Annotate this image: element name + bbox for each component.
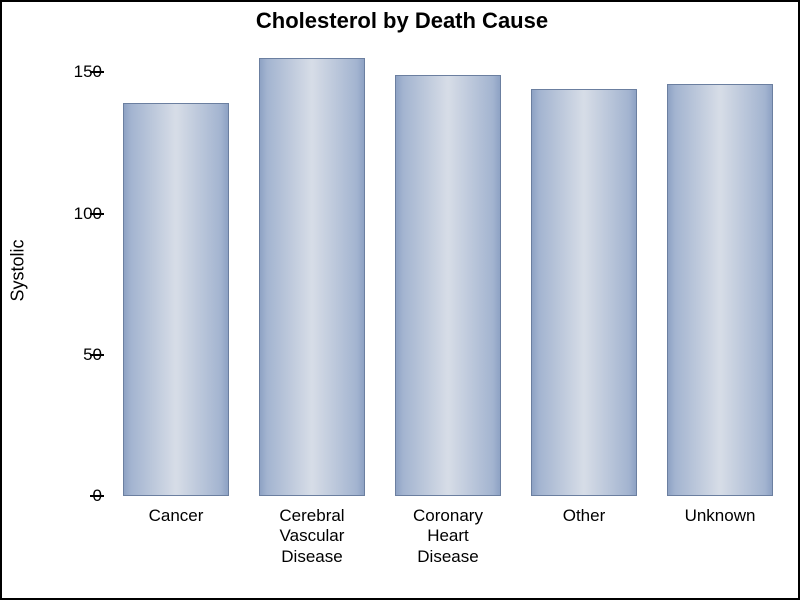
y-axis-label-container: Systolic (4, 44, 32, 496)
chart-frame: Cholesterol by Death Cause Systolic 0501… (0, 0, 800, 600)
x-tick-label-line: Unknown (685, 506, 756, 525)
x-tick-label-line: Other (563, 506, 606, 525)
y-tick-mark (90, 354, 104, 356)
x-tick-label: Other (516, 496, 652, 526)
bar (667, 84, 773, 496)
chart-title: Cholesterol by Death Cause (2, 8, 800, 34)
bar (531, 89, 637, 496)
x-tick-label-line: Heart (427, 526, 469, 545)
bar (395, 75, 501, 496)
x-tick-label: Unknown (652, 496, 788, 526)
x-tick-label-line: Coronary (413, 506, 483, 525)
y-tick-mark (90, 495, 104, 497)
bar (123, 103, 229, 496)
x-tick-label-line: Cancer (149, 506, 204, 525)
x-tick-label: Cancer (108, 496, 244, 526)
y-tick-mark (90, 71, 104, 73)
y-axis-label: Systolic (8, 239, 29, 301)
bar (259, 58, 365, 496)
x-tick-label-line: Disease (281, 547, 342, 566)
x-tick-label: CoronaryHeart Disease (380, 496, 516, 567)
x-tick-label-line: Disease (417, 547, 478, 566)
x-tick-label-line: Cerebral (279, 506, 344, 525)
x-tick-label: CerebralVascular Disease (244, 496, 380, 567)
x-tick-label-line: Vascular (280, 526, 345, 545)
y-tick-mark (90, 213, 104, 215)
plot-area: 050100150CancerCerebralVascularDiseaseCo… (108, 44, 788, 496)
